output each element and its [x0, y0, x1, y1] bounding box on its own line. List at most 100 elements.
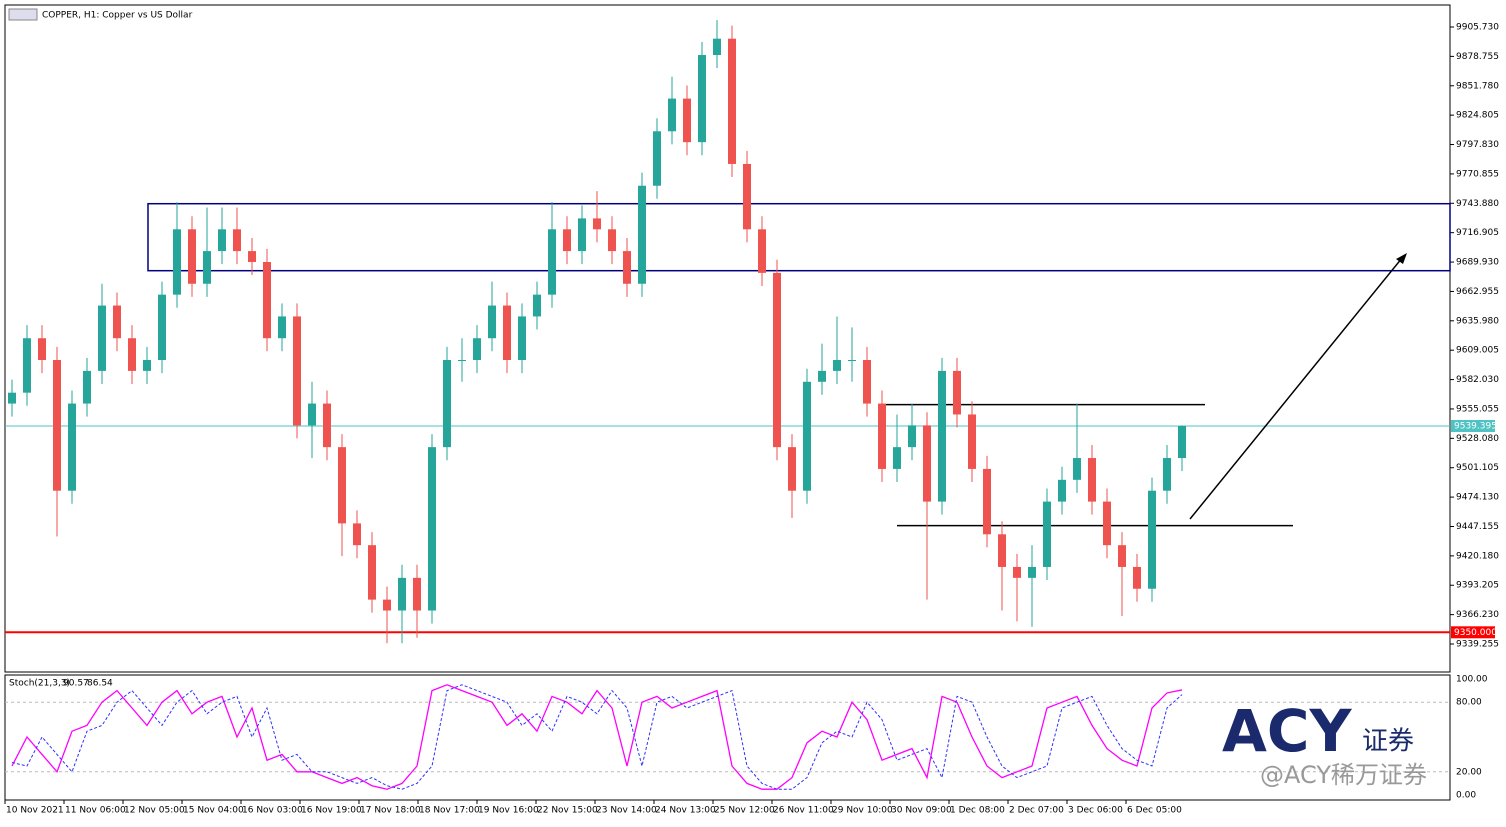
- x-tick-label: 10 Nov 2021: [6, 806, 64, 816]
- y-tick-label: 9501.105: [1456, 463, 1499, 473]
- candle-body: [608, 229, 616, 252]
- candle-body: [158, 294, 166, 361]
- stoch-title: Stoch(21,3,3): [9, 679, 70, 689]
- candle-body: [1163, 458, 1171, 491]
- candle-body: [893, 447, 901, 469]
- y-tick-label: 9555.055: [1456, 404, 1499, 414]
- logo-sub: 证券: [1362, 727, 1414, 757]
- candle-body: [1178, 426, 1186, 459]
- x-tick-label: 29 Nov 10:00: [832, 806, 893, 816]
- y-tick-label: 0.00: [1456, 791, 1476, 801]
- candle-body: [188, 229, 196, 284]
- candle-body: [1118, 545, 1126, 567]
- x-tick-label: 11 Nov 06:00: [65, 806, 126, 816]
- candle-body: [248, 251, 256, 262]
- candle-body: [1088, 458, 1096, 502]
- candle-body: [953, 370, 961, 415]
- candle-body: [863, 360, 871, 404]
- candle-body: [818, 370, 826, 382]
- candle-body: [983, 468, 991, 535]
- price-label: 9539.395: [1454, 422, 1497, 432]
- logo: ACY: [1222, 697, 1352, 765]
- y-tick-label: 9824.805: [1456, 111, 1499, 121]
- candle-body: [263, 261, 271, 339]
- candle-body: [623, 251, 631, 284]
- candle-body: [1073, 458, 1081, 480]
- candle-body: [398, 577, 406, 611]
- candle-body: [878, 403, 886, 469]
- x-tick-label: 17 Nov 18:00: [360, 806, 421, 816]
- candle-body: [548, 229, 556, 295]
- candle-body: [233, 229, 241, 252]
- candle-body: [668, 98, 676, 132]
- zone: [147, 202, 1451, 272]
- candle-body: [833, 360, 841, 371]
- candle-body: [533, 294, 541, 317]
- y-tick-label: 9393.205: [1456, 581, 1499, 591]
- x-tick-label: 6 Dec 05:00: [1127, 806, 1182, 816]
- candle-body: [803, 381, 811, 491]
- y-tick-label: 100.00: [1456, 675, 1488, 685]
- candle-body: [728, 38, 736, 164]
- arrow: [1189, 257, 1403, 520]
- y-tick-label: 9474.130: [1456, 493, 1499, 503]
- x-tick-label: 25 Nov 12:00: [714, 806, 775, 816]
- y-tick-label: 9851.780: [1456, 81, 1499, 91]
- x-tick-label: 30 Nov 09:00: [891, 806, 952, 816]
- candle-body: [1133, 566, 1141, 589]
- candle-body: [428, 447, 436, 611]
- price-tag: [1451, 420, 1495, 433]
- y-tick-label: 9420.180: [1456, 551, 1499, 561]
- x-tick-label: 12 Nov 05:00: [124, 806, 185, 816]
- candle-body: [1148, 490, 1156, 589]
- y-tick-label: 9366.230: [1456, 610, 1499, 620]
- x-tick-label: 3 Dec 06:00: [1068, 806, 1123, 816]
- y-tick-label: 9447.155: [1456, 522, 1499, 532]
- candle-body: [563, 229, 571, 252]
- candle-body: [923, 425, 931, 502]
- candle-body: [998, 534, 1006, 567]
- x-tick-label: 2 Dec 07:00: [1009, 806, 1064, 816]
- candle-body: [788, 447, 796, 491]
- x-tick-label: 24 Nov 13:00: [655, 806, 716, 816]
- x-tick-label: 16 Nov 19:00: [301, 806, 362, 816]
- candle-body: [743, 163, 751, 230]
- candle-body: [968, 414, 976, 469]
- y-tick-label: 9528.080: [1456, 434, 1499, 444]
- candle-body: [368, 545, 376, 600]
- stoch-line: [11, 684, 1183, 790]
- candle-body: [113, 305, 121, 339]
- chart-title: COPPER, H1: Copper vs US Dollar: [42, 11, 193, 21]
- arrow-head: [1396, 253, 1407, 264]
- candle-body: [578, 218, 586, 252]
- candle-body: [443, 360, 451, 448]
- candle-body: [653, 131, 661, 186]
- candle-body: [518, 316, 526, 361]
- x-tick-label: 22 Nov 15:00: [537, 806, 598, 816]
- candle-body: [128, 338, 136, 371]
- candle-body: [458, 360, 466, 362]
- stoch-panel: [4, 674, 1451, 801]
- y-tick-label: 9770.855: [1456, 169, 1499, 179]
- candle-body: [638, 185, 646, 284]
- candle-body: [68, 403, 76, 491]
- support-label: 9350.000: [1454, 628, 1497, 638]
- stoch-main-value: 90.57: [63, 679, 89, 689]
- candle-body: [383, 599, 391, 611]
- y-tick-label: 9743.880: [1456, 199, 1499, 209]
- x-tick-label: 16 Nov 03:00: [242, 806, 303, 816]
- candle-body: [53, 360, 61, 491]
- y-tick-label: 9689.930: [1456, 258, 1499, 268]
- watermark-handle: @ACY稀万证券: [1260, 761, 1427, 789]
- y-tick-label: 9339.255: [1456, 640, 1499, 650]
- candle-body: [473, 338, 481, 361]
- support-tag: [1451, 626, 1495, 639]
- candle-body: [488, 305, 496, 339]
- candle-body: [278, 316, 286, 339]
- candle-body: [773, 272, 781, 448]
- candle-body: [503, 305, 511, 361]
- candle-body: [758, 229, 766, 273]
- candle-body: [1103, 501, 1111, 546]
- y-tick-label: 9878.755: [1456, 52, 1499, 62]
